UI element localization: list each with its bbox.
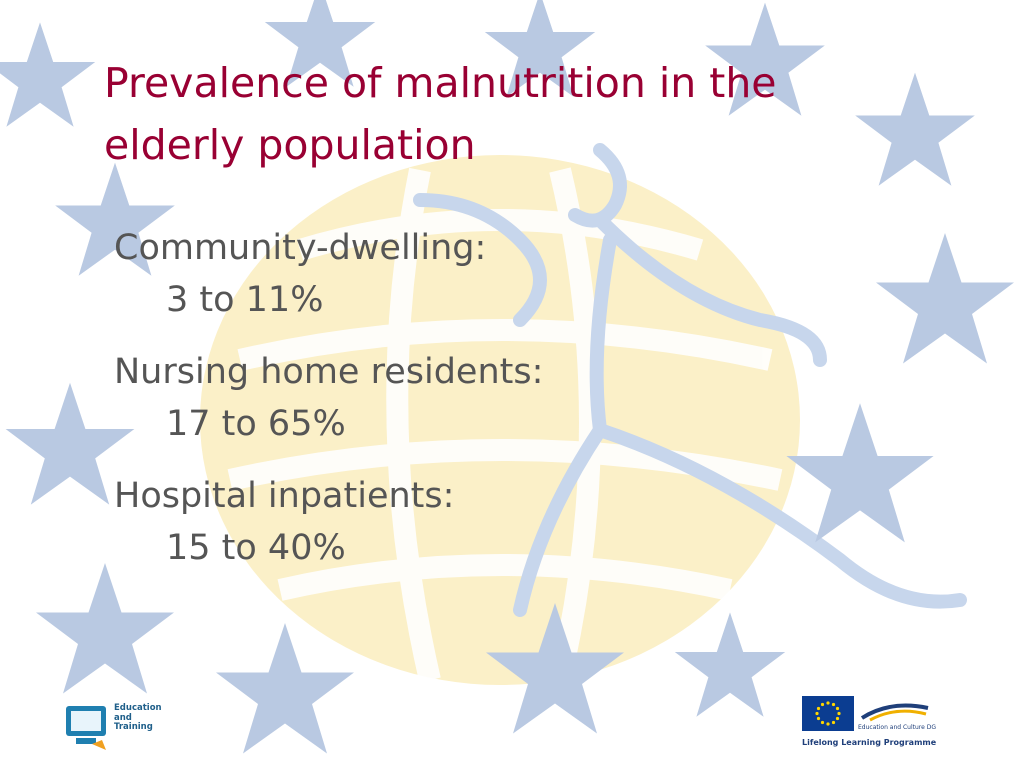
item-value: 15 to 40%	[166, 528, 346, 568]
running-figure	[413, 143, 967, 617]
title-line-1: Prevalence of malnutrition in the	[104, 59, 777, 107]
lifelong-learning-label: Lifelong Learning Programme	[802, 738, 937, 747]
item-value: 17 to 65%	[166, 404, 346, 444]
eu-programme-logo: Education and Culture DG Lifelong Learni…	[802, 696, 952, 756]
slide-title: Prevalence of malnutrition in the elderl…	[104, 52, 924, 176]
list-item: Hospital inpatients: 15 to 40%	[114, 470, 814, 574]
item-label: Hospital inpatients:	[114, 476, 455, 516]
education-training-text: Education and Training	[114, 703, 162, 732]
eu-flag-icon	[802, 696, 854, 731]
computer-icon	[66, 706, 106, 750]
prevalence-list: Community-dwelling: 3 to 11% Nursing hom…	[114, 222, 814, 594]
list-item: Community-dwelling: 3 to 11%	[114, 222, 814, 326]
item-value: 3 to 11%	[166, 280, 324, 320]
title-line-2: elderly population	[104, 121, 476, 169]
swoosh-icon	[860, 703, 929, 722]
item-label: Nursing home residents:	[114, 352, 544, 392]
globe-shape	[200, 155, 800, 685]
item-label: Community-dwelling:	[114, 228, 487, 268]
education-training-logo: Education and Training	[62, 700, 172, 756]
eu-caption: Education and Culture DG	[858, 724, 936, 731]
list-item: Nursing home residents: 17 to 65%	[114, 346, 814, 450]
